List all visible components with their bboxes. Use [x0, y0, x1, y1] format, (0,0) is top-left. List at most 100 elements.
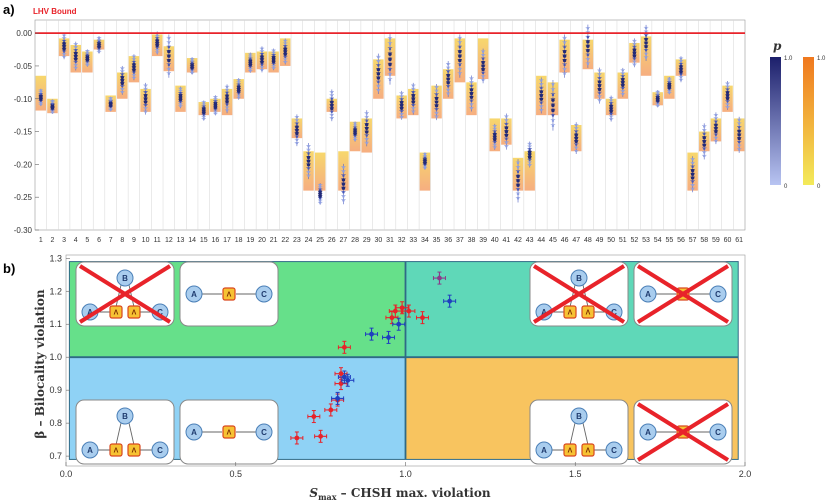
sample-point [504, 126, 509, 130]
sample-point [144, 110, 147, 113]
sample-point [260, 57, 264, 62]
sample-point [446, 77, 450, 81]
data-point [294, 435, 300, 441]
data-point [447, 298, 453, 304]
sample-point [307, 170, 310, 174]
sample-point [598, 91, 601, 95]
sample-point [621, 92, 624, 96]
colorbar-blue: p 1.0 0 [770, 39, 793, 190]
sample-point [551, 114, 555, 117]
sample-point [703, 154, 706, 158]
sample-point [516, 188, 520, 191]
sample-point [481, 75, 485, 78]
sample-point [586, 62, 590, 66]
sample-point [365, 122, 369, 127]
sample-point [74, 57, 78, 61]
sample-point [679, 67, 683, 71]
sample-point [609, 96, 613, 100]
sample-point [644, 56, 648, 59]
sample-point [446, 66, 450, 70]
sample-point [667, 82, 672, 86]
sample-point [458, 49, 462, 54]
sample-point [563, 37, 566, 40]
panel-a-x-tick-label: 13 [177, 237, 185, 244]
panel-a-x-tick-label: 32 [398, 237, 406, 244]
sample-point [132, 55, 136, 58]
sample-point [388, 57, 392, 62]
sample-point [284, 60, 287, 64]
sample-point [597, 83, 602, 88]
source-lambda-2 [127, 305, 141, 319]
sample-point [62, 34, 66, 37]
sample-point [644, 49, 648, 52]
sample-point [342, 166, 345, 169]
sample-point [551, 93, 555, 97]
sample-point [586, 40, 590, 44]
sample-point [423, 157, 427, 162]
source-lambda-1 [109, 443, 123, 457]
sample-point [342, 174, 345, 177]
node-b [570, 269, 588, 287]
sample-point [249, 69, 252, 73]
sample-point [132, 71, 136, 74]
diagram-edge [582, 422, 589, 446]
sample-point [574, 139, 578, 144]
node-b [116, 269, 134, 287]
sample-point [120, 75, 124, 80]
sample-point [714, 117, 718, 120]
sample-point [330, 91, 334, 94]
sample-point [51, 99, 54, 102]
sample-point [435, 89, 438, 93]
sample-point [412, 87, 415, 91]
sample-point [62, 50, 66, 53]
node-a [639, 285, 657, 303]
sample-point [307, 167, 310, 170]
sample-point [435, 111, 438, 115]
node-c-label: C [611, 446, 617, 455]
sample-point [539, 93, 544, 98]
sample-point [458, 72, 462, 76]
data-point [311, 414, 317, 419]
sample-point [493, 140, 496, 144]
colorbar-orange-top: 1.0 [817, 56, 826, 62]
data-point [318, 433, 324, 439]
sample-point [714, 136, 718, 140]
panel-b-y-tick-label: 1.1 [49, 319, 62, 329]
sample-point [74, 48, 77, 52]
data-point [369, 331, 374, 337]
sample-point [179, 102, 182, 106]
sample-point [679, 57, 683, 60]
data-point [437, 275, 442, 281]
forbidden-cross [532, 264, 626, 324]
sample-point [726, 103, 729, 106]
data-point [338, 381, 344, 386]
sample-point [598, 95, 601, 98]
sample-point [307, 145, 310, 148]
sample-point [586, 48, 590, 53]
sample-point [284, 55, 287, 59]
sample-point [214, 110, 217, 113]
sample-point [237, 94, 240, 97]
forbidden-cross [636, 402, 730, 462]
sample-point [121, 85, 124, 88]
sample-point [307, 152, 310, 155]
panel-a-x-tick-label: 31 [386, 237, 394, 244]
sample-point [633, 63, 636, 66]
sample-point [272, 64, 275, 68]
node-c-label: C [715, 290, 721, 299]
data-point [335, 396, 340, 401]
sample-point [423, 165, 427, 168]
sample-point [249, 53, 252, 56]
sample-point [318, 201, 322, 204]
sample-point [726, 106, 729, 109]
panel-a-x-tick-label: 47 [572, 237, 580, 244]
sample-point [86, 51, 89, 54]
diagram-edge [569, 422, 576, 446]
sample-point [668, 89, 671, 93]
sample-point [633, 45, 636, 49]
sample-point [679, 64, 683, 69]
sample-point [318, 183, 322, 187]
sample-point [540, 83, 543, 86]
sample-point [365, 130, 369, 134]
sample-point [260, 63, 264, 66]
